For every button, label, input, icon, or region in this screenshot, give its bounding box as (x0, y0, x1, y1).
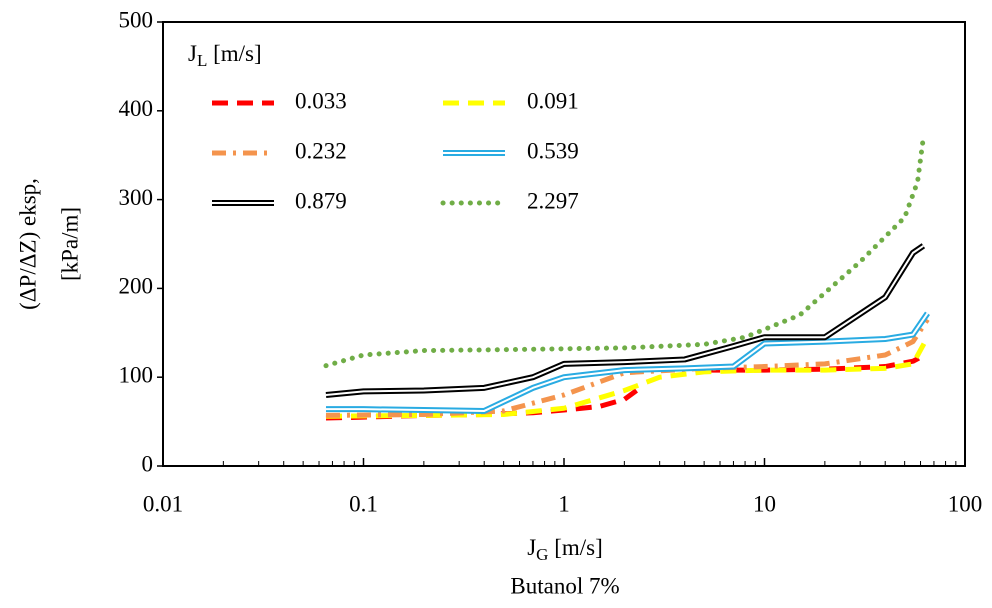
x-axis-label: JG [m/s] (527, 535, 603, 564)
legend-title: JL [m/s] (188, 41, 262, 70)
x-tick-label: 0.01 (143, 491, 183, 516)
y-tick-label: 0 (142, 451, 154, 476)
y-label-line: (ΔP/ΔZ) eksp, (15, 178, 40, 310)
legend-label: 0.033 (295, 88, 347, 113)
x-label-rest: [m/s] (548, 535, 602, 560)
y-tick-label: 400 (119, 96, 154, 121)
x-label-sub: G (536, 545, 548, 564)
x-tick-label: 100 (948, 491, 983, 516)
y-label-line: [kPa/m] (57, 207, 82, 281)
y-tick-label: 500 (119, 7, 154, 32)
y-tick-label: 200 (119, 274, 154, 299)
x-tick-label: 1 (558, 491, 570, 516)
x-label-main: J (527, 535, 536, 560)
x-tick-label: 0.1 (349, 491, 378, 516)
legend-label: 0.539 (527, 138, 579, 163)
legend-title-sub: L (197, 51, 207, 70)
y-tick-label: 300 (119, 185, 154, 210)
series-line-inner (325, 312, 929, 412)
legend-title-main: J (188, 41, 197, 66)
y-axis-label: (ΔP/ΔZ) eksp, [kPa/m] (15, 178, 82, 310)
series-line (323, 134, 926, 369)
y-tick-label: 100 (119, 362, 154, 387)
series-line (325, 336, 930, 419)
legend-label: 0.091 (527, 88, 579, 113)
series-line-inner (325, 244, 924, 396)
legend-label: 0.232 (295, 138, 347, 163)
x-tick-label: 10 (753, 491, 776, 516)
legend-label: 2.297 (527, 188, 579, 213)
subtitle: Butanol 7% (510, 573, 619, 598)
legend-title-rest: [m/s] (207, 41, 261, 66)
legend-label: 0.879 (295, 188, 347, 213)
